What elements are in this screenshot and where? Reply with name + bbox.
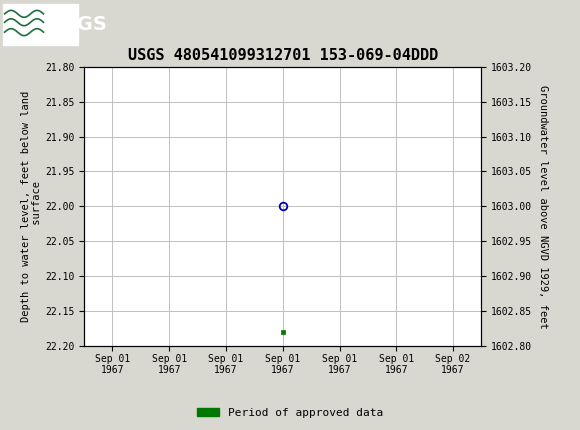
Y-axis label: Groundwater level above NGVD 1929, feet: Groundwater level above NGVD 1929, feet bbox=[538, 85, 548, 328]
Legend: Period of approved data: Period of approved data bbox=[193, 403, 387, 422]
FancyBboxPatch shape bbox=[3, 4, 78, 46]
Text: USGS: USGS bbox=[48, 15, 107, 34]
Title: USGS 480541099312701 153-069-04DDD: USGS 480541099312701 153-069-04DDD bbox=[128, 48, 438, 63]
Y-axis label: Depth to water level, feet below land
 surface: Depth to water level, feet below land su… bbox=[21, 91, 42, 322]
